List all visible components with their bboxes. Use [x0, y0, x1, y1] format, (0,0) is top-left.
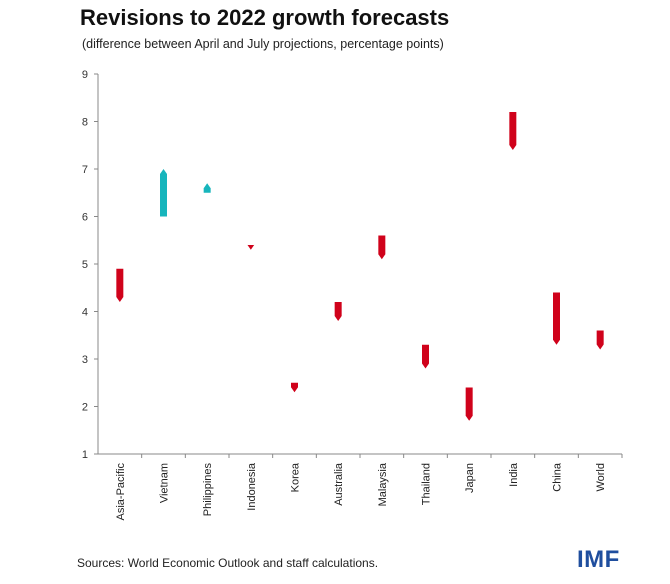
- x-tick-label: Philippines: [202, 463, 214, 517]
- revision-arrow: [509, 112, 517, 150]
- chart-subtitle: (difference between April and July proje…: [82, 37, 444, 51]
- revision-arrow: [291, 382, 298, 393]
- y-tick-label: 1: [82, 449, 88, 461]
- y-tick-label: 8: [82, 117, 88, 129]
- y-tick-label: 3: [82, 354, 88, 366]
- y-tick-label: 6: [82, 212, 88, 224]
- revision-arrow: [378, 235, 386, 260]
- revision-arrow: [247, 244, 255, 250]
- revision-arrow: [422, 344, 429, 369]
- x-tick-label: Indonesia: [246, 462, 258, 511]
- chart-title: Revisions to 2022 growth forecasts: [80, 5, 450, 30]
- x-tick-label: Japan: [464, 463, 476, 493]
- imf-logo: IMF: [577, 546, 620, 573]
- revision-arrow: [334, 302, 342, 321]
- y-tick-label: 2: [82, 402, 88, 414]
- revision-arrow: [160, 169, 167, 217]
- revision-arrow: [203, 183, 211, 193]
- x-tick-label: Asia-Pacific: [115, 463, 127, 521]
- x-tick-label: China: [552, 462, 564, 492]
- y-tick-label: 7: [82, 164, 88, 176]
- x-tick-label: Vietnam: [159, 463, 171, 503]
- x-tick-label: Korea: [290, 462, 302, 492]
- x-tick-label: Thailand: [421, 463, 433, 505]
- revision-arrow: [465, 387, 473, 421]
- x-tick-label: Australia: [333, 462, 345, 506]
- x-tick-label: World: [595, 463, 607, 492]
- revision-arrow: [116, 268, 124, 302]
- y-tick-label: 5: [82, 259, 88, 271]
- x-tick-label: India: [508, 462, 520, 487]
- x-tick-label: Malaysia: [377, 462, 389, 506]
- y-tick-label: 4: [82, 307, 88, 319]
- y-tick-label: 9: [82, 69, 88, 81]
- revision-arrow: [553, 292, 560, 345]
- source-note: Sources: World Economic Outlook and staf…: [77, 556, 379, 570]
- revision-arrow: [596, 330, 604, 350]
